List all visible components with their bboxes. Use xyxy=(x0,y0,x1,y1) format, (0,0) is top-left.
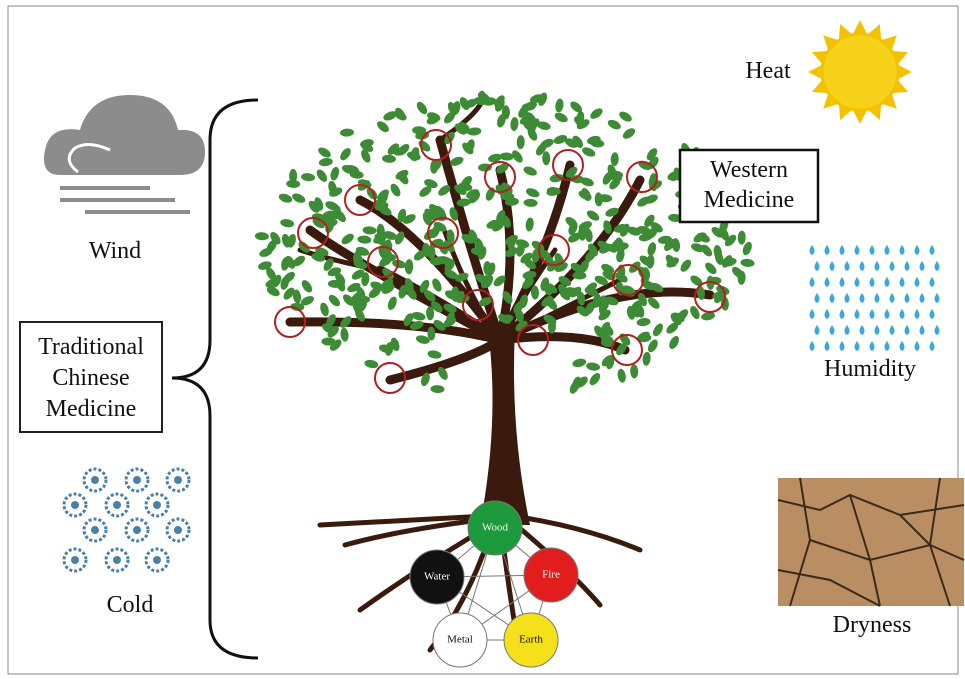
humidity-label: Humidity xyxy=(824,356,916,382)
element-label: Wood xyxy=(482,522,509,534)
snowflake-core xyxy=(174,526,182,534)
heat-label: Heat xyxy=(745,58,791,84)
snowflake-core xyxy=(113,556,121,564)
wind-label: Wind xyxy=(89,238,141,264)
element-label: Earth xyxy=(519,634,543,646)
cold-label: Cold xyxy=(107,592,154,618)
tcm-line: Traditional xyxy=(38,334,144,360)
element-label: Fire xyxy=(542,569,560,581)
western-line: Medicine xyxy=(704,187,795,213)
element-label: Metal xyxy=(447,634,473,646)
snowflake-core xyxy=(174,476,182,484)
tcm-line: Medicine xyxy=(46,396,137,422)
diagram: Wood Water Fire Metal Earth Wind Cold Heat H… xyxy=(0,0,965,679)
snowflake-core xyxy=(133,526,141,534)
snowflake-core xyxy=(113,501,121,509)
snowflake-core xyxy=(71,501,79,509)
western-line: Western xyxy=(710,157,788,183)
leaf xyxy=(321,338,335,346)
element-label: Water xyxy=(424,571,450,583)
dryness-label: Dryness xyxy=(833,612,912,638)
snowflake-core xyxy=(71,556,79,564)
snowflake-core xyxy=(91,526,99,534)
sun xyxy=(822,34,898,110)
snowflake-core xyxy=(91,476,99,484)
snowflake-core xyxy=(153,501,161,509)
snowflake-core xyxy=(153,556,161,564)
tcm-line: Chinese xyxy=(52,365,129,391)
dry-ground xyxy=(778,478,964,606)
snowflake-core xyxy=(133,476,141,484)
